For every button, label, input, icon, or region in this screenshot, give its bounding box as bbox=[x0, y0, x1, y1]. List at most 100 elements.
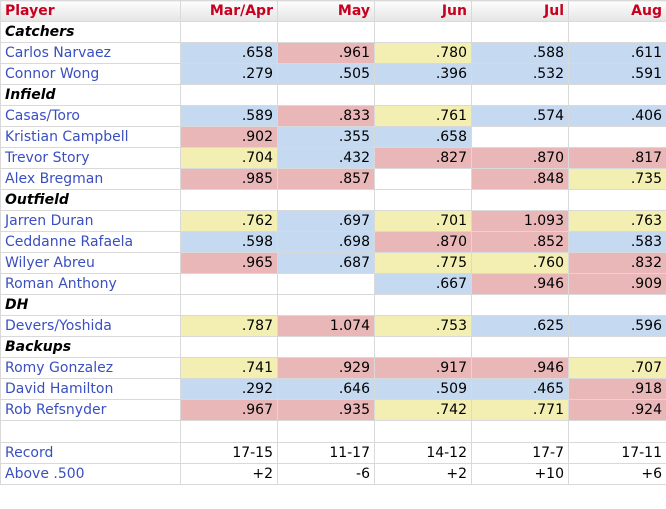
summary-value: -6 bbox=[277, 463, 375, 485]
group-header-row: Backups bbox=[0, 336, 666, 358]
ops-cell: .833 bbox=[277, 105, 375, 127]
ops-cell: .753 bbox=[374, 315, 472, 337]
empty-cell bbox=[0, 420, 181, 443]
ops-cell: .279 bbox=[180, 63, 278, 85]
ops-cell: .505 bbox=[277, 63, 375, 85]
ops-cell: .355 bbox=[277, 126, 375, 148]
ops-cell: .406 bbox=[568, 105, 666, 127]
summary-value: 17-7 bbox=[471, 442, 569, 464]
column-header-month[interactable]: Jun bbox=[374, 0, 472, 22]
ops-cell: .870 bbox=[471, 147, 569, 169]
player-name-link[interactable]: Ceddanne Rafaela bbox=[0, 231, 181, 253]
column-header-month[interactable]: Aug bbox=[568, 0, 666, 22]
empty-cell bbox=[277, 21, 375, 43]
empty-cell bbox=[374, 420, 472, 443]
ops-cell: .432 bbox=[277, 147, 375, 169]
ops-cell: .775 bbox=[374, 252, 472, 274]
ops-cell: .658 bbox=[374, 126, 472, 148]
player-name-link[interactable]: Connor Wong bbox=[0, 63, 181, 85]
table-body: Catchers Carlos Narvaez .658.961.780.588.6… bbox=[0, 21, 666, 485]
ops-cell: .589 bbox=[180, 105, 278, 127]
ops-cell: .832 bbox=[568, 252, 666, 274]
ops-cell: .698 bbox=[277, 231, 375, 253]
ops-cell: .924 bbox=[568, 399, 666, 421]
empty-cell bbox=[471, 420, 569, 443]
table-row: Trevor Story .704.432.827.870.817 bbox=[0, 147, 666, 169]
player-name-link[interactable]: Romy Gonzalez bbox=[0, 357, 181, 379]
empty-cell bbox=[568, 420, 666, 443]
empty-cell bbox=[180, 336, 278, 358]
ops-cell: .292 bbox=[180, 378, 278, 400]
ops-cell: .465 bbox=[471, 378, 569, 400]
ops-cell: .909 bbox=[568, 273, 666, 295]
summary-value: +10 bbox=[471, 463, 569, 485]
player-name-link[interactable]: Trevor Story bbox=[0, 147, 181, 169]
table-row: Alex Bregman .985.857 .848.735 bbox=[0, 168, 666, 190]
ops-cell: .848 bbox=[471, 168, 569, 190]
ops-cell: .591 bbox=[568, 63, 666, 85]
empty-cell bbox=[471, 336, 569, 358]
table-row: Rob Refsnyder .967.935.742.771.924 bbox=[0, 399, 666, 421]
summary-value: +2 bbox=[180, 463, 278, 485]
ops-cell: .852 bbox=[471, 231, 569, 253]
column-header-month[interactable]: Mar/Apr bbox=[180, 0, 278, 22]
player-name-link[interactable]: Roman Anthony bbox=[0, 273, 181, 295]
ops-cell: .985 bbox=[180, 168, 278, 190]
ops-cell: .588 bbox=[471, 42, 569, 64]
table-row: Romy Gonzalez .741.929.917.946.707 bbox=[0, 357, 666, 379]
ops-cell: .946 bbox=[471, 357, 569, 379]
summary-label: Above .500 bbox=[0, 463, 181, 485]
ops-cell: .787 bbox=[180, 315, 278, 337]
player-name-link[interactable]: Jarren Duran bbox=[0, 210, 181, 232]
spacer-row bbox=[0, 420, 666, 443]
ops-cell bbox=[471, 126, 569, 148]
empty-cell bbox=[180, 21, 278, 43]
group-header-row: DH bbox=[0, 294, 666, 316]
ops-cell: .965 bbox=[180, 252, 278, 274]
ops-table: Player Mar/Apr May Jun Jul Aug Catchers C… bbox=[0, 0, 666, 485]
summary-row: Record 17-15 11-17 14-12 17-7 17-11 bbox=[0, 442, 666, 464]
ops-cell: .646 bbox=[277, 378, 375, 400]
ops-cell: .532 bbox=[471, 63, 569, 85]
ops-cell: .946 bbox=[471, 273, 569, 295]
group-label: Backups bbox=[0, 336, 181, 358]
ops-cell: 1.074 bbox=[277, 315, 375, 337]
player-name-link[interactable]: Devers/Yoshida bbox=[0, 315, 181, 337]
empty-cell bbox=[374, 84, 472, 106]
column-header-month[interactable]: Jul bbox=[471, 0, 569, 22]
empty-cell bbox=[277, 84, 375, 106]
ops-cell: .667 bbox=[374, 273, 472, 295]
ops-cell: .741 bbox=[180, 357, 278, 379]
summary-value: 11-17 bbox=[277, 442, 375, 464]
player-name-link[interactable]: Carlos Narvaez bbox=[0, 42, 181, 64]
summary-value: +2 bbox=[374, 463, 472, 485]
ops-cell: .917 bbox=[374, 357, 472, 379]
player-name-link[interactable]: Rob Refsnyder bbox=[0, 399, 181, 421]
ops-cell: .611 bbox=[568, 42, 666, 64]
ops-cell: .735 bbox=[568, 168, 666, 190]
column-header-month[interactable]: May bbox=[277, 0, 375, 22]
table-row: Casas/Toro .589.833.761.574.406 bbox=[0, 105, 666, 127]
empty-cell bbox=[471, 294, 569, 316]
player-name-link[interactable]: Casas/Toro bbox=[0, 105, 181, 127]
empty-cell bbox=[568, 189, 666, 211]
summary-row: Above .500 +2 -6 +2 +10 +6 bbox=[0, 463, 666, 485]
ops-cell: .935 bbox=[277, 399, 375, 421]
ops-cell: .762 bbox=[180, 210, 278, 232]
player-name-link[interactable]: David Hamilton bbox=[0, 378, 181, 400]
ops-cell: .625 bbox=[471, 315, 569, 337]
group-header-row: Infield bbox=[0, 84, 666, 106]
group-label: DH bbox=[0, 294, 181, 316]
column-header-player[interactable]: Player bbox=[0, 0, 181, 22]
empty-cell bbox=[180, 294, 278, 316]
ops-cell: .598 bbox=[180, 231, 278, 253]
summary-label: Record bbox=[0, 442, 181, 464]
player-name-link[interactable]: Alex Bregman bbox=[0, 168, 181, 190]
summary-value: 17-11 bbox=[568, 442, 666, 464]
ops-cell: .658 bbox=[180, 42, 278, 64]
empty-cell bbox=[277, 294, 375, 316]
player-name-link[interactable]: Wilyer Abreu bbox=[0, 252, 181, 274]
player-name-link[interactable]: Kristian Campbell bbox=[0, 126, 181, 148]
ops-cell: .396 bbox=[374, 63, 472, 85]
ops-cell: .742 bbox=[374, 399, 472, 421]
